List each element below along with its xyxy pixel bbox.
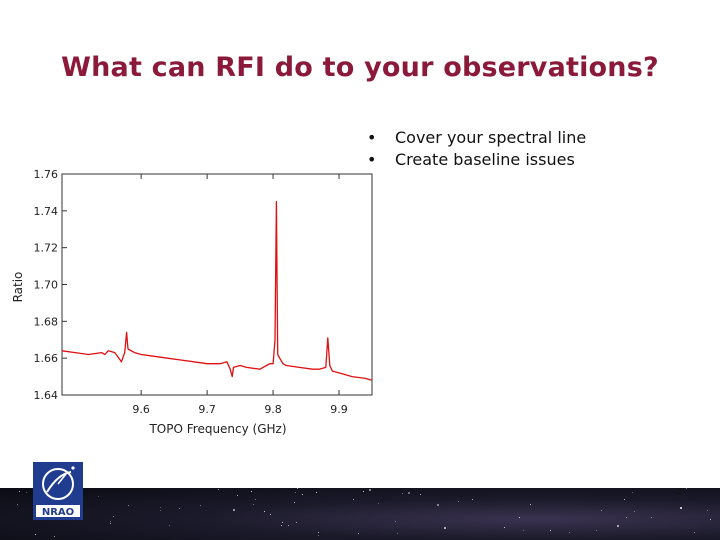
- star-decoration: [26, 492, 27, 493]
- star-decoration: [295, 492, 296, 493]
- star-decoration: [294, 502, 295, 503]
- star-decoration: [281, 525, 282, 526]
- star-decoration: [694, 532, 695, 533]
- star-decoration: [626, 517, 627, 518]
- star-decoration: [420, 494, 421, 495]
- star-decoration: [710, 519, 711, 520]
- star-decoration: [288, 525, 289, 526]
- bullet-list: Cover your spectral line Create baseline…: [367, 127, 586, 171]
- star-decoration: [302, 494, 303, 495]
- y-tick-label: 1.72: [34, 242, 59, 255]
- star-decoration: [617, 525, 619, 527]
- star-decoration: [54, 536, 55, 537]
- star-decoration: [519, 517, 520, 518]
- y-tick-label: 1.70: [34, 279, 59, 292]
- y-tick-label: 1.64: [34, 389, 59, 402]
- star-decoration: [504, 527, 505, 528]
- chart-ticks: 1.64 1.66 1.68 1.70 1.72 1.74 1.76 9.6 9.7 9.8 9.9: [34, 168, 348, 416]
- y-axis-label: Ratio: [11, 272, 25, 303]
- star-decoration: [35, 534, 36, 535]
- star-decoration: [395, 521, 396, 522]
- star-decoration: [353, 499, 354, 500]
- star-decoration: [707, 510, 708, 511]
- star-decoration: [369, 489, 371, 491]
- chart-series-layer: [61, 200, 373, 381]
- y-tick-label: 1.68: [34, 315, 59, 328]
- star-decoration: [402, 493, 403, 494]
- star-decoration: [17, 504, 18, 505]
- x-tick-label: 9.9: [330, 403, 348, 416]
- star-decoration: [550, 530, 551, 531]
- star-decoration: [624, 499, 625, 500]
- chart-axes: [61, 173, 373, 396]
- star-decoration: [601, 510, 602, 511]
- star-decoration: [408, 492, 410, 494]
- star-decoration: [160, 510, 161, 511]
- x-tick-label: 9.8: [264, 403, 282, 416]
- star-decoration: [596, 530, 597, 531]
- star-decoration: [363, 491, 364, 492]
- star-decoration: [253, 504, 254, 505]
- page-number: 3: [675, 488, 682, 497]
- y-tick-label: 1.76: [34, 168, 59, 181]
- star-decoration: [378, 503, 379, 504]
- star-decoration: [316, 492, 317, 493]
- star-decoration: [296, 522, 297, 523]
- plot-frame: [61, 173, 373, 396]
- star-decoration: [237, 495, 238, 496]
- star-decoration: [270, 514, 271, 515]
- x-tick-label: 9.6: [132, 403, 150, 416]
- slide-title: What can RFI do to your observations?: [61, 52, 659, 83]
- star-decoration: [318, 532, 319, 533]
- x-tick-label: 9.7: [198, 403, 216, 416]
- star-decoration: [634, 511, 635, 512]
- star-decoration: [444, 527, 446, 529]
- star-decoration: [437, 504, 439, 506]
- y-tick-label: 1.66: [34, 352, 59, 365]
- star-decoration: [200, 505, 201, 506]
- star-decoration: [397, 533, 398, 534]
- star-decoration: [233, 509, 235, 511]
- star-decoration: [110, 521, 111, 522]
- star-decoration: [179, 508, 180, 509]
- star-decoration: [98, 496, 99, 497]
- series-line: [61, 200, 373, 381]
- bullet-item-baseline: Create baseline issues: [367, 149, 586, 171]
- star-decoration: [255, 499, 256, 500]
- star-decoration: [113, 516, 114, 517]
- star-decoration: [282, 522, 283, 523]
- spectrum-chart: 1.64 1.66 1.68 1.70 1.72 1.74 1.76 9.6 9.7 9.8 9.9…: [11, 168, 373, 436]
- star-decoration: [686, 488, 687, 489]
- star-decoration: [169, 525, 170, 526]
- star-decoration: [458, 501, 459, 502]
- star-decoration: [251, 491, 252, 492]
- star-decoration: [318, 535, 319, 536]
- star-decoration: [110, 523, 111, 524]
- star-decoration: [472, 499, 473, 500]
- x-axis-label: TOPO Frequency (GHz): [148, 422, 286, 436]
- star-decoration: [530, 504, 531, 505]
- bullet-item-cover-line: Cover your spectral line: [367, 127, 586, 149]
- star-decoration: [160, 507, 161, 508]
- star-decoration: [128, 505, 129, 506]
- nrao-logo: NRAO: [33, 462, 83, 520]
- star-decoration: [680, 507, 682, 509]
- star-decoration: [358, 533, 359, 534]
- logo-text: NRAO: [42, 507, 74, 518]
- star-decoration: [264, 511, 265, 512]
- star-decoration: [632, 492, 633, 493]
- star-decoration: [651, 517, 652, 518]
- star-decoration: [569, 532, 570, 533]
- star-decoration: [218, 489, 219, 490]
- star-decoration: [297, 488, 298, 489]
- y-tick-label: 1.74: [34, 205, 59, 218]
- star-decoration: [19, 491, 20, 492]
- footer-starfield-band: 3: [0, 488, 720, 540]
- star-decoration: [523, 530, 524, 531]
